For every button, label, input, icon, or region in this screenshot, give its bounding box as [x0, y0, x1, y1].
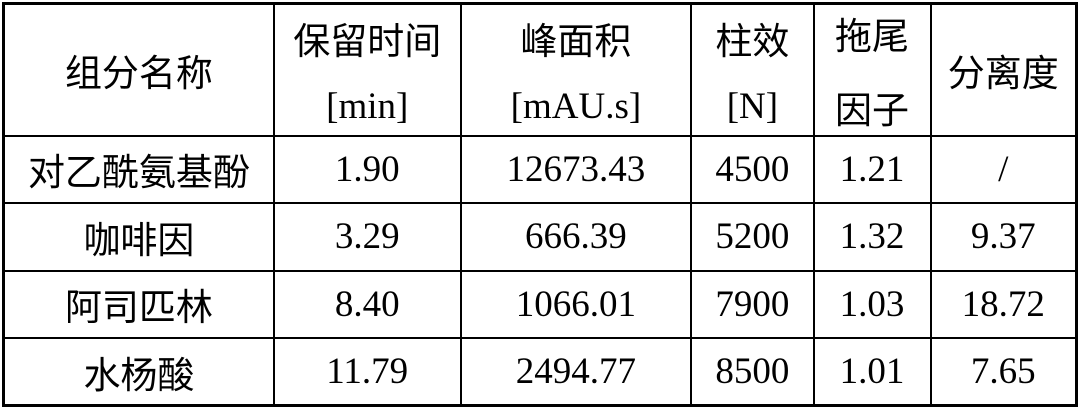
- column-header-label: 保留时间: [293, 22, 442, 64]
- cell-component-name: 阿司匹林: [2, 269, 275, 339]
- cell-retention-time: 11.79: [272, 337, 462, 407]
- header-row: 组分名称 保留时间 [min] 峰面积 [mAU.s] 柱效 [N]: [2, 2, 1078, 137]
- table-header: 组分名称 保留时间 [min] 峰面积 [mAU.s] 柱效 [N]: [2, 2, 1078, 137]
- cell-column-efficiency: 8500: [690, 337, 815, 407]
- cell-tailing-factor: 1.01: [812, 337, 932, 407]
- cell-resolution: /: [929, 134, 1078, 204]
- cell-resolution: 9.37: [929, 202, 1078, 272]
- cell-tailing-factor: 1.21: [812, 134, 932, 204]
- cell-retention-time: 3.29: [272, 202, 462, 272]
- cell-tailing-factor: 1.32: [812, 202, 932, 272]
- column-header-label: 分离度: [947, 53, 1059, 95]
- column-header-unit: [N]: [726, 86, 779, 128]
- cell-resolution: 18.72: [929, 269, 1078, 339]
- cell-component-name: 对乙酰氨基酚: [2, 134, 275, 204]
- column-header-label: 柱效: [715, 22, 790, 64]
- column-header-retention-time: 保留时间 [min]: [272, 2, 462, 137]
- column-header-peak-area: 峰面积 [mAU.s]: [459, 2, 693, 137]
- table-row: 对乙酰氨基酚 1.90 12673.43 4500 1.21 /: [2, 134, 1078, 204]
- cell-retention-time: 8.40: [272, 269, 462, 339]
- column-header-label: 峰面积: [520, 22, 632, 64]
- cell-retention-time: 1.90: [272, 134, 462, 204]
- cell-column-efficiency: 7900: [690, 269, 815, 339]
- column-header-label: 因子: [835, 90, 910, 132]
- cell-peak-area: 666.39: [459, 202, 693, 272]
- column-header-label: 组分名称: [64, 53, 213, 95]
- column-header-label: 拖尾: [835, 16, 910, 58]
- table-row: 水杨酸 11.79 2494.77 8500 1.01 7.65: [2, 337, 1078, 407]
- cell-resolution: 7.65: [929, 337, 1078, 407]
- cell-column-efficiency: 4500: [690, 134, 815, 204]
- cell-peak-area: 1066.01: [459, 269, 693, 339]
- cell-column-efficiency: 5200: [690, 202, 815, 272]
- column-header-column-efficiency: 柱效 [N]: [690, 2, 815, 137]
- column-header-tailing-factor: 拖尾 因子: [812, 2, 932, 137]
- cell-peak-area: 2494.77: [459, 337, 693, 407]
- cell-tailing-factor: 1.03: [812, 269, 932, 339]
- cell-component-name: 咖啡因: [2, 202, 275, 272]
- table-body: 对乙酰氨基酚 1.90 12673.43 4500 1.21 / 咖啡因 3.2…: [2, 134, 1078, 407]
- table-row: 咖啡因 3.29 666.39 5200 1.32 9.37: [2, 202, 1078, 272]
- cell-component-name: 水杨酸: [2, 337, 275, 407]
- table-row: 阿司匹林 8.40 1066.01 7900 1.03 18.72: [2, 269, 1078, 339]
- column-header-unit: [min]: [326, 86, 409, 128]
- cell-peak-area: 12673.43: [459, 134, 693, 204]
- column-header-resolution: 分离度: [929, 2, 1078, 137]
- column-header-component-name: 组分名称: [2, 2, 275, 137]
- column-header-unit: [mAU.s]: [510, 86, 642, 128]
